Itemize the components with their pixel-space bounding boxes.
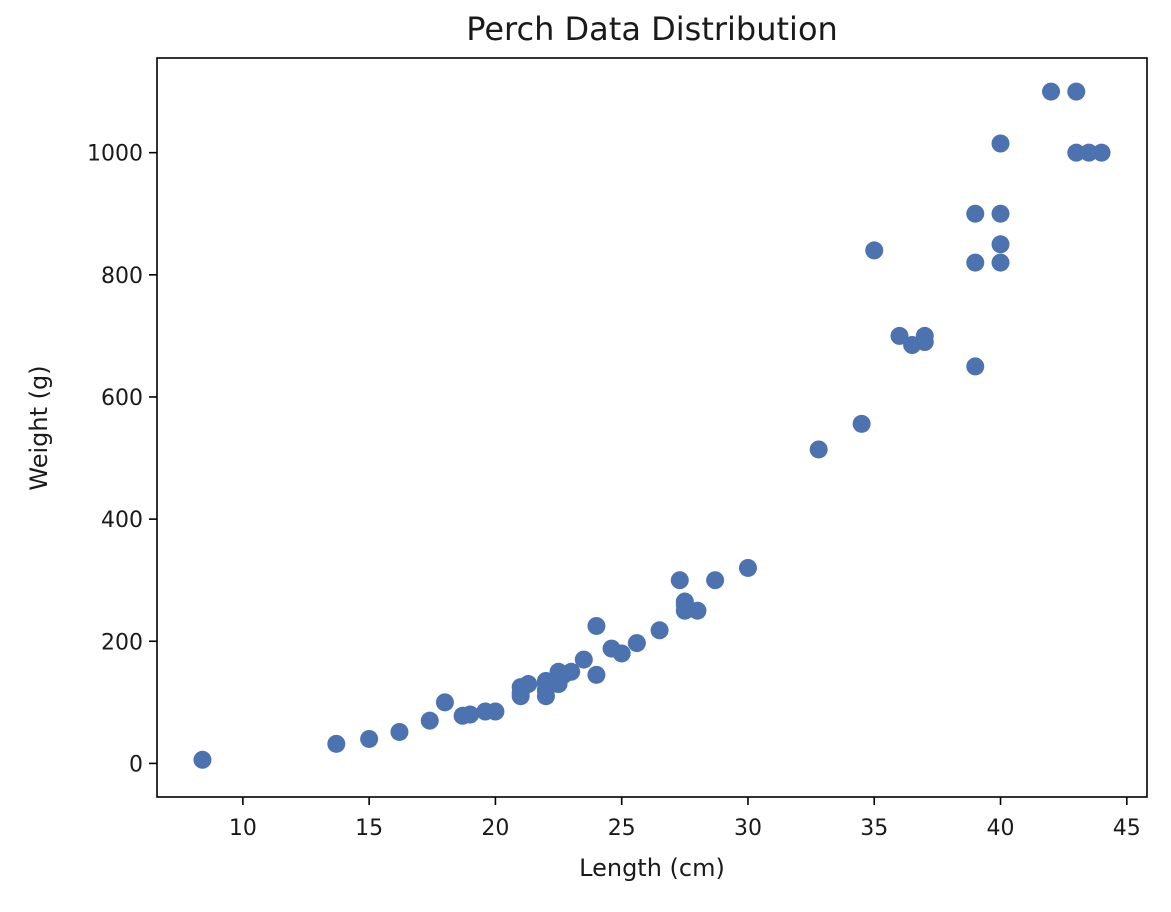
data-point xyxy=(706,571,725,590)
y-tick-label: 800 xyxy=(101,264,143,289)
data-point xyxy=(738,558,757,577)
y-tick-label: 400 xyxy=(101,508,143,533)
data-point xyxy=(486,702,505,721)
data-point xyxy=(852,414,871,433)
data-point xyxy=(675,601,694,620)
data-point xyxy=(360,729,379,748)
y-axis: 0 200 400 600 800 1000 xyxy=(87,142,157,777)
data-point xyxy=(420,711,439,730)
x-tick-label: 10 xyxy=(229,816,257,841)
data-point xyxy=(574,650,593,669)
data-point xyxy=(991,134,1010,153)
data-point xyxy=(991,204,1010,223)
x-tick-label: 45 xyxy=(1113,816,1141,841)
data-point xyxy=(612,644,631,663)
data-point xyxy=(1067,143,1086,162)
points-layer xyxy=(193,82,1111,769)
data-point xyxy=(650,621,669,640)
data-point xyxy=(519,675,538,694)
chart-title: Perch Data Distribution xyxy=(466,10,838,48)
data-point xyxy=(627,634,646,653)
data-point xyxy=(587,665,606,684)
x-tick-label: 40 xyxy=(987,816,1015,841)
y-tick-label: 1000 xyxy=(87,142,143,167)
x-axis: 10 15 20 25 30 35 40 45 xyxy=(229,797,1141,841)
data-point xyxy=(1079,143,1098,162)
x-tick-label: 20 xyxy=(481,816,509,841)
data-point xyxy=(809,440,828,459)
y-tick-label: 600 xyxy=(101,386,143,411)
data-point xyxy=(327,734,346,753)
data-point xyxy=(536,687,555,706)
data-point xyxy=(1042,82,1061,101)
x-tick-label: 35 xyxy=(860,816,888,841)
data-point xyxy=(1067,82,1086,101)
data-point xyxy=(390,722,409,741)
data-point xyxy=(966,204,985,223)
data-point xyxy=(991,253,1010,272)
y-tick-label: 200 xyxy=(101,630,143,655)
data-point xyxy=(193,750,212,769)
data-point xyxy=(1092,143,1111,162)
x-axis-label: Length (cm) xyxy=(579,854,725,882)
data-point xyxy=(670,571,689,590)
data-point xyxy=(461,705,480,724)
x-tick-label: 25 xyxy=(608,816,636,841)
data-point xyxy=(435,693,454,712)
data-point xyxy=(890,326,909,345)
data-point xyxy=(562,662,581,681)
data-point xyxy=(587,616,606,635)
plot-frame xyxy=(156,57,1148,798)
y-tick-label: 0 xyxy=(129,752,143,777)
data-point xyxy=(966,253,985,272)
data-point xyxy=(991,235,1010,254)
data-point xyxy=(966,357,985,376)
x-tick-label: 30 xyxy=(734,816,762,841)
data-point xyxy=(915,333,934,351)
data-point xyxy=(865,241,884,260)
y-axis-label: Weight (g) xyxy=(25,365,53,490)
x-tick-label: 15 xyxy=(355,816,383,841)
data-point xyxy=(688,601,707,620)
